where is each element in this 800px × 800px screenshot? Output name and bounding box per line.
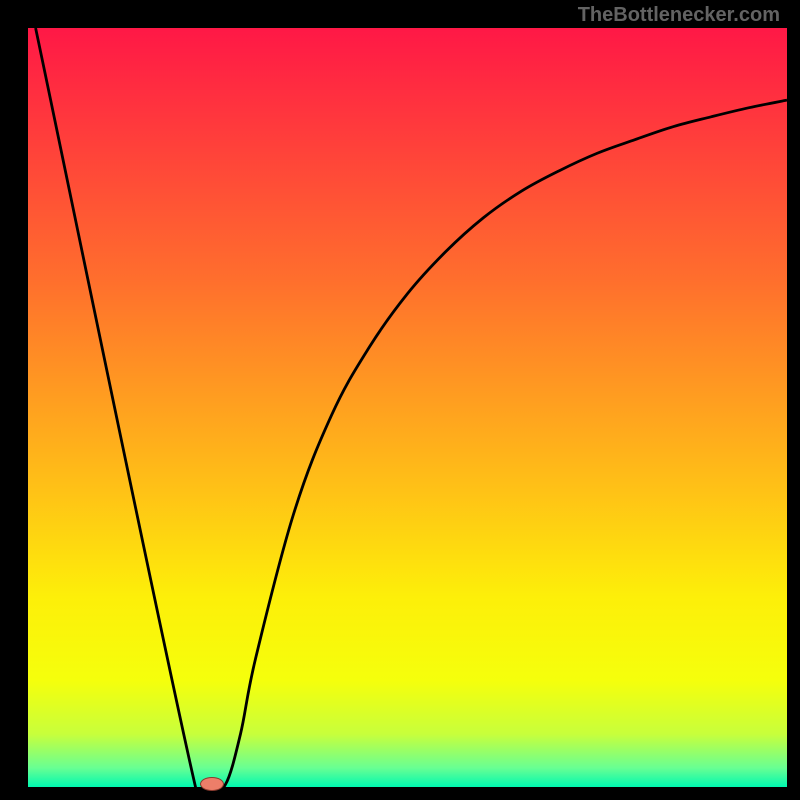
attribution-label: TheBottlenecker.com xyxy=(578,4,780,27)
minimum-marker xyxy=(200,777,224,791)
chart-frame: TheBottlenecker.com xyxy=(0,0,800,800)
bottleneck-curve xyxy=(28,28,787,787)
plot-area xyxy=(28,28,787,787)
